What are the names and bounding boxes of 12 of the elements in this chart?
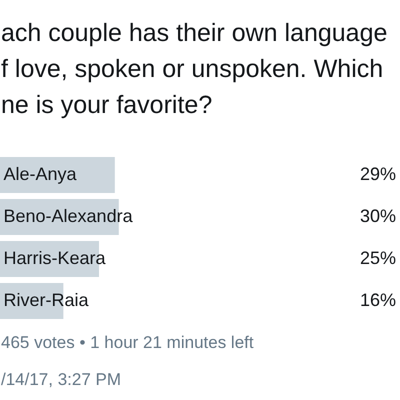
text: 465 votes • 1 hour 21 minutes left [1, 332, 255, 354]
data-label: 25% [360, 248, 396, 268]
data-label: 30% [360, 206, 396, 226]
y-tick-label: Ale-Anya [4, 164, 78, 184]
y-tick-label: Beno-Alexandra [4, 206, 134, 226]
bar [0, 156, 115, 193]
data-label: 16% [360, 290, 396, 310]
y-tick-label: Harris-Keara [4, 248, 107, 268]
y-tick-label: River-Raia [4, 290, 90, 310]
data-label: 29% [360, 164, 396, 184]
text: /14/17, 3:27 PM [1, 369, 122, 391]
text: ach couple has their own language f love, spoken or unspoken. Which ne is your favorite? [0, 18, 388, 121]
